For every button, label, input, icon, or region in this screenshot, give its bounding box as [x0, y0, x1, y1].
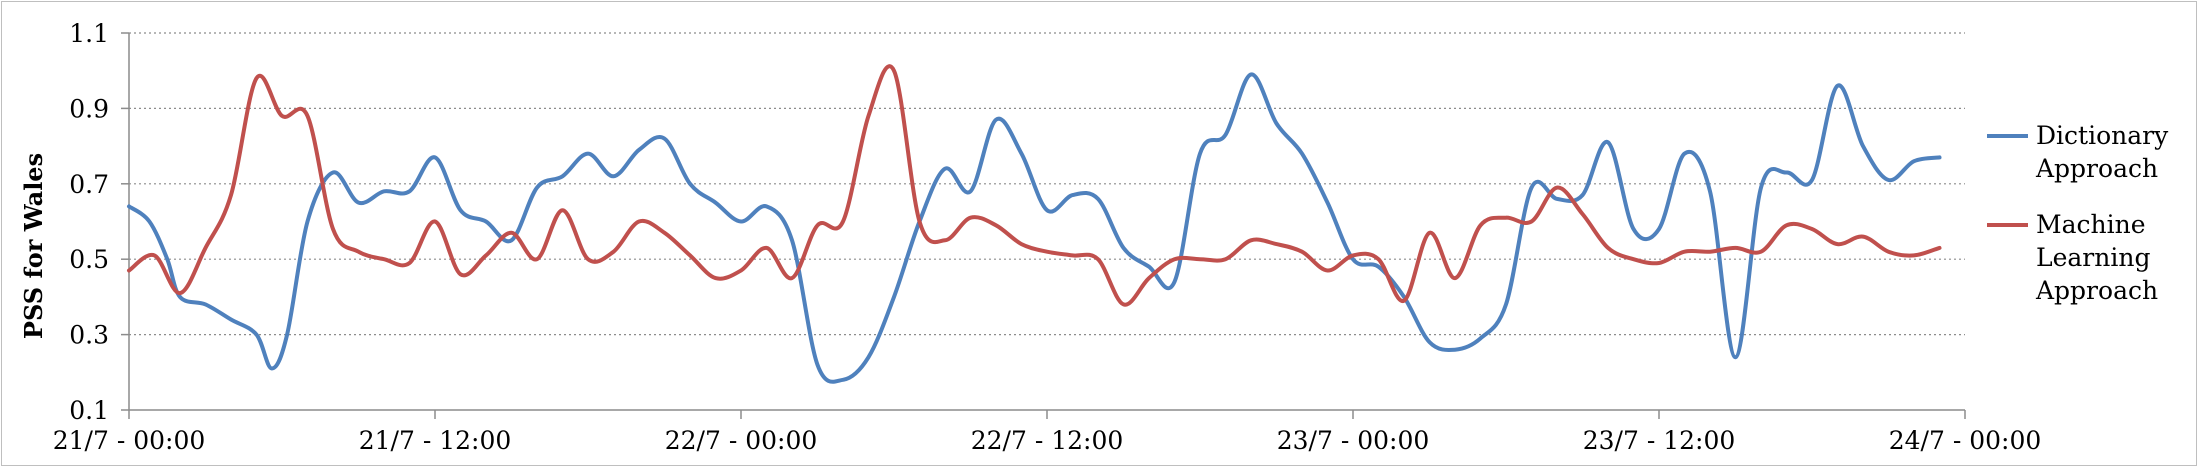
legend-label: Machine: [2036, 210, 2146, 239]
y-axis-title: PSS for Wales: [19, 153, 48, 339]
dictionary-approach-line: [127, 72, 1942, 384]
x-tick-label: 21/7 - 12:00: [359, 426, 512, 455]
y-tick-label: 1.1: [69, 19, 109, 48]
y-tick-label: 0.9: [69, 94, 109, 123]
gridlines: [129, 32, 1965, 336]
x-tick-label: 24/7 - 00:00: [1889, 426, 2042, 455]
legend: Dictionary Approach Machine Learning Approac…: [1987, 121, 2169, 305]
y-tick-label: 0.1: [69, 396, 109, 425]
y-tick-label: 0.7: [69, 170, 109, 199]
legend-label: Learning: [2036, 243, 2150, 272]
y-tick-label: 0.3: [69, 321, 109, 350]
x-tick-label: 22/7 - 00:00: [665, 426, 818, 455]
legend-label: Approach: [2035, 276, 2158, 305]
legend-label: Approach: [2035, 154, 2158, 183]
x-tick-label: 23/7 - 12:00: [1583, 426, 1736, 455]
y-tick-label: 0.5: [69, 245, 109, 274]
machine-learning-approach-line: [127, 64, 1942, 307]
legend-label: Dictionary: [2036, 121, 2169, 150]
series-lines: [127, 64, 1942, 384]
axes: [121, 32, 1966, 419]
x-tick-label: 23/7 - 00:00: [1277, 426, 1430, 455]
tick-labels: 0.1 0.3 0.5 0.7 0.9 1.1 21/7 - 00:00 21/7 - 12:…: [53, 19, 2042, 455]
x-tick-label: 22/7 - 12:00: [971, 426, 1124, 455]
x-tick-label: 21/7 - 00:00: [53, 426, 206, 455]
